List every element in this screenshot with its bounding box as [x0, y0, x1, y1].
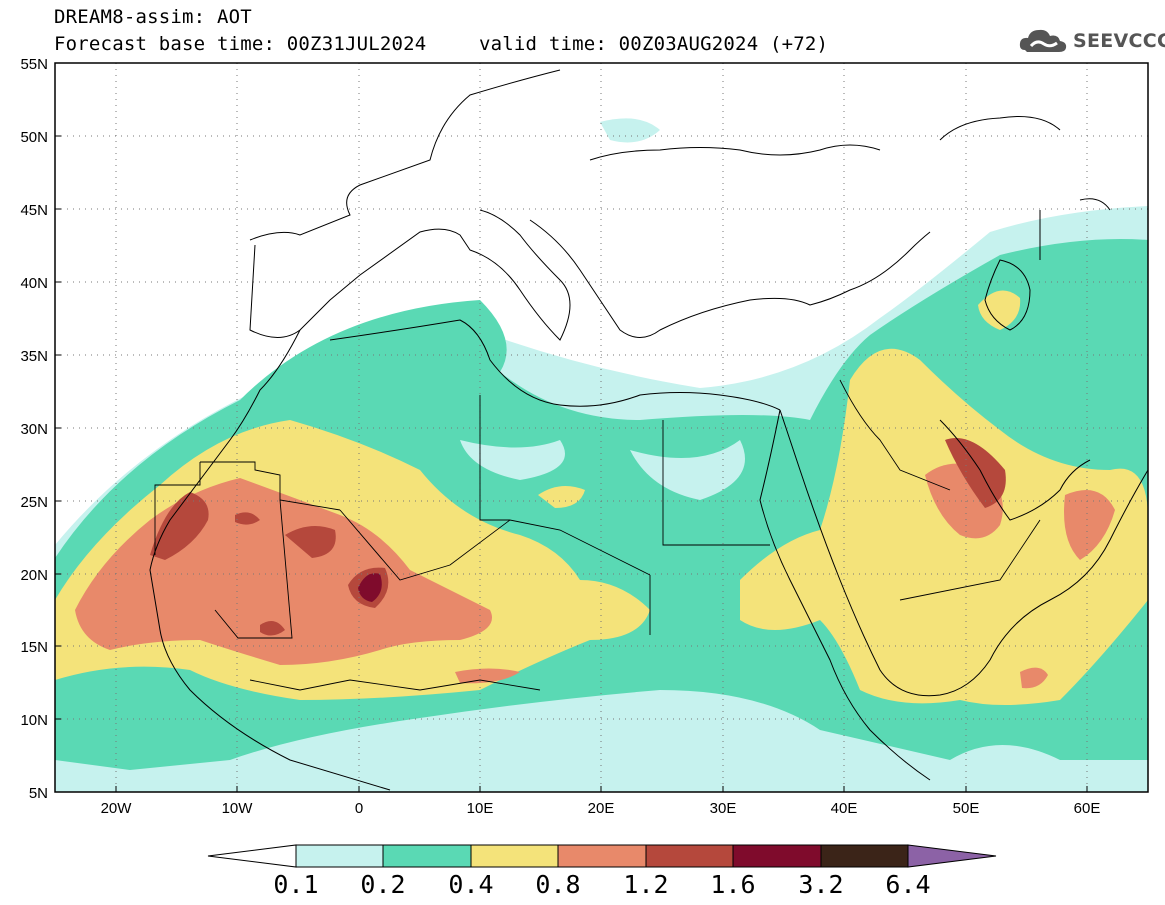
lat-label: 25N: [20, 494, 48, 511]
lon-label: 30E: [710, 800, 737, 817]
aot-field: [55, 63, 1148, 792]
colorbar-bin: [471, 845, 558, 867]
lon-label: 20W: [101, 800, 133, 817]
lon-label: 0: [355, 800, 363, 817]
latitude-labels: 55N 50N 45N 40N 35N 30N 25N 20N 15N 10N …: [20, 56, 48, 802]
lat-label: 5N: [29, 785, 48, 802]
lon-label: 50E: [953, 800, 980, 817]
colorbar-label: 1.2: [623, 870, 668, 899]
country-borders: [154, 379, 1041, 691]
colorbar-label: 0.8: [535, 870, 580, 899]
colorbar-bin: [296, 845, 383, 867]
colorbar-label: 0.4: [448, 870, 493, 899]
coastlines: [149, 69, 1148, 791]
lat-label: 15N: [20, 639, 48, 656]
colorbar-over-triangle: [908, 845, 996, 867]
colorbar-bin: [733, 845, 821, 867]
colorbar-under-triangle: [207, 844, 297, 868]
seevccc-logo: SEEVCCC: [1017, 22, 1165, 58]
cloud-logo-icon: [1019, 29, 1067, 52]
lat-label: 50N: [20, 129, 48, 146]
colorbar-label: 3.2: [798, 870, 843, 899]
colorbar-bin: [646, 845, 733, 867]
colorbar-label: 6.4: [885, 870, 930, 899]
map-title: DREAM8-assim: AOT: [54, 6, 252, 28]
colorbar-bin: [558, 845, 646, 867]
lon-label: 60E: [1074, 800, 1101, 817]
lat-label: 30N: [20, 421, 48, 438]
base-time: Forecast base time: 00Z31JUL2024: [54, 33, 427, 55]
lat-label: 40N: [20, 275, 48, 292]
colorbar-label: 0.2: [360, 870, 405, 899]
axis-ticks: [55, 62, 1088, 793]
colorbar-label: 0.1: [273, 870, 318, 899]
lat-label: 20N: [20, 567, 48, 584]
lat-label: 45N: [20, 202, 48, 219]
forecast-times: Forecast base time: 00Z31JUL2024 valid ti…: [54, 33, 828, 55]
colorbar-label: 1.6: [710, 870, 755, 899]
gridlines: [55, 63, 1148, 792]
logo-text: SEEVCCC: [1073, 30, 1165, 52]
lon-label: 10W: [222, 800, 254, 817]
lon-label: 40E: [831, 800, 858, 817]
colorbar-bin: [383, 845, 471, 867]
colorbar-labels: 0.1 0.2 0.4 0.8 1.2 1.6 3.2 6.4: [273, 870, 930, 899]
lon-label: 20E: [588, 800, 615, 817]
lat-label: 55N: [20, 56, 48, 73]
colorbar: [207, 844, 997, 868]
lat-label: 10N: [20, 712, 48, 729]
lat-label: 35N: [20, 348, 48, 365]
longitude-labels: 20W 10W 0 10E 20E 30E 40E 50E 60E: [101, 800, 1101, 817]
colorbar-bin: [821, 845, 908, 867]
valid-time: valid time: 00Z03AUG2024 (+72): [479, 33, 829, 55]
lon-label: 10E: [467, 800, 494, 817]
